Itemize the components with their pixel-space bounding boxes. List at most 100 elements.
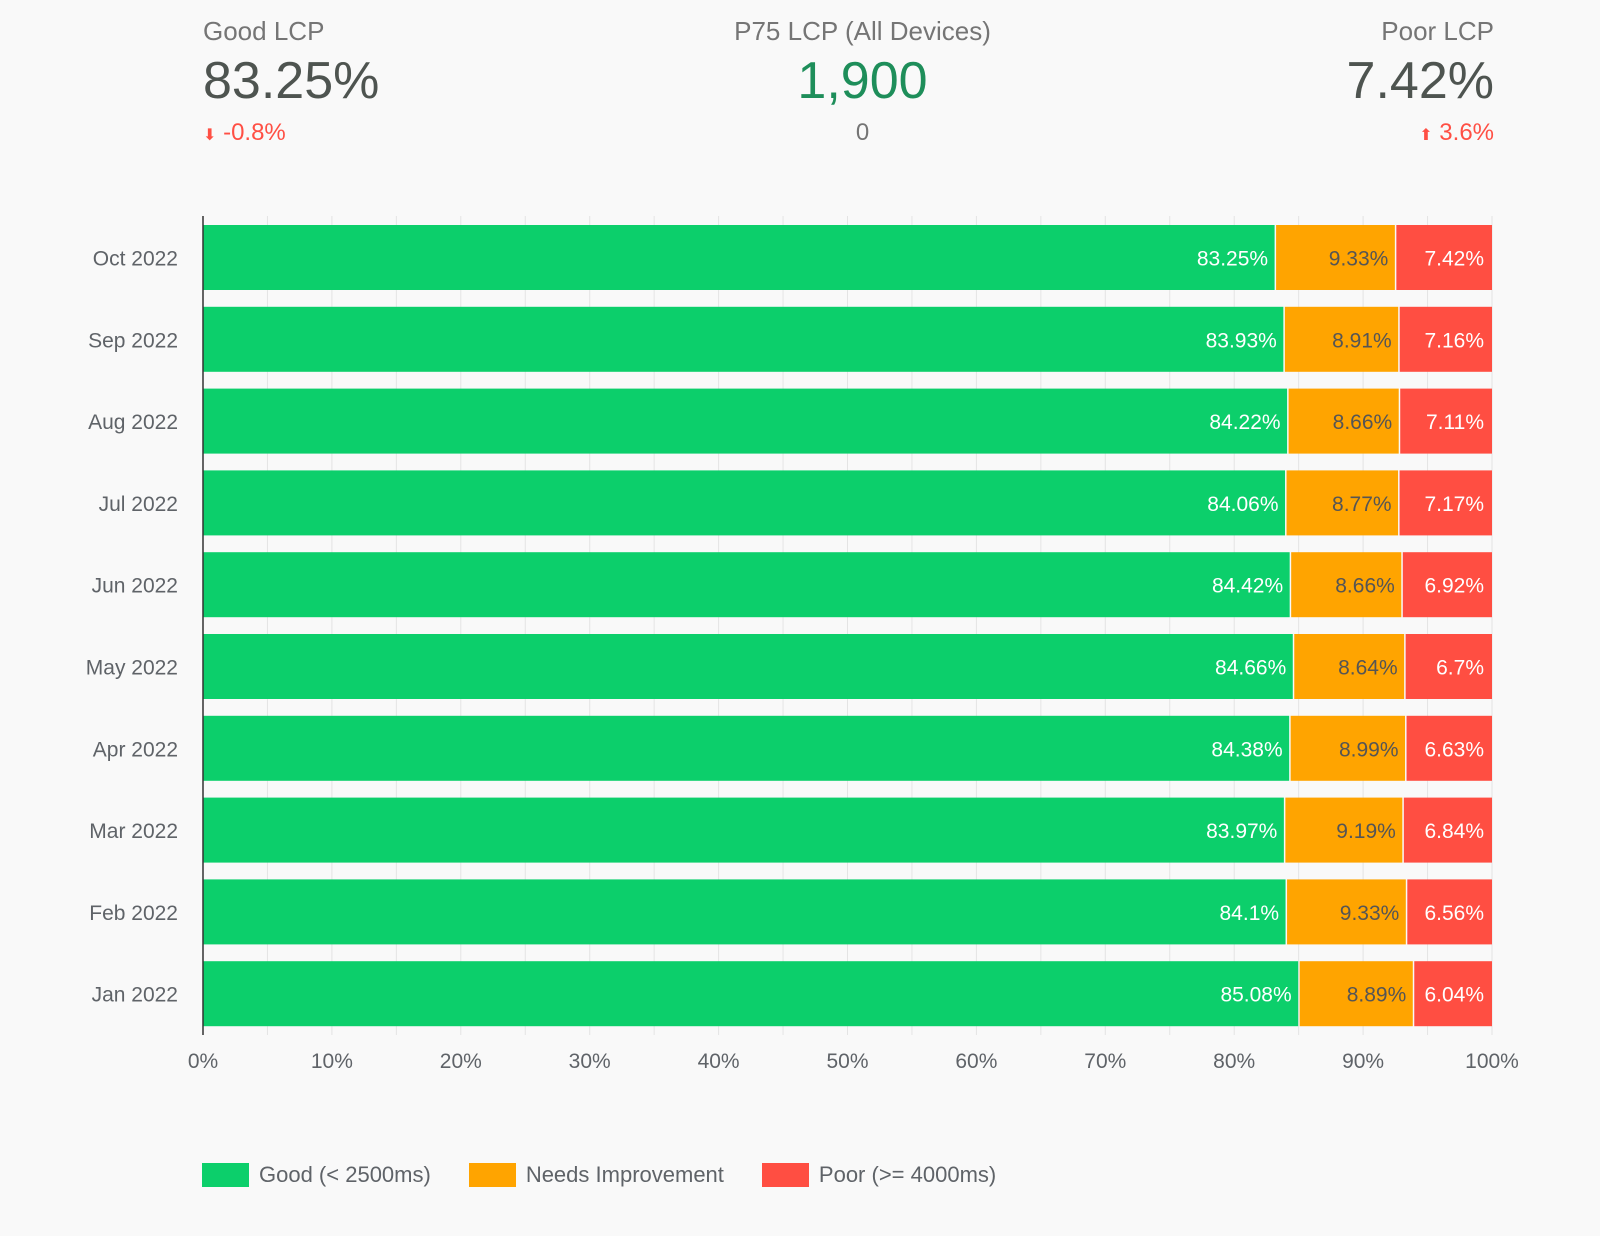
y-tick-label: Mar 2022 — [89, 820, 178, 843]
data-label: 8.77% — [1332, 493, 1392, 516]
data-label: 84.42% — [1212, 575, 1283, 598]
x-tick-label: 90% — [1342, 1050, 1384, 1073]
kpi-title: P75 LCP (All Devices) — [734, 16, 991, 46]
x-tick-label: 100% — [1465, 1050, 1519, 1073]
bar-good — [203, 715, 1290, 781]
data-label: 7.11% — [1426, 411, 1484, 434]
bar-poor — [1399, 470, 1492, 536]
bar-good — [203, 961, 1299, 1027]
legend: Good (< 2500ms) Needs Improvement Poor (… — [202, 1162, 1034, 1188]
bar-needs-improvement — [1276, 225, 1395, 290]
data-label: 6.84% — [1424, 820, 1484, 843]
x-tick-label: 0% — [188, 1050, 218, 1073]
kpi-delta: -0.8% — [223, 119, 286, 146]
legend-label: Needs Improvement — [525, 1162, 724, 1187]
data-label: 84.06% — [1207, 493, 1278, 516]
legend-swatch — [468, 1163, 516, 1187]
bar-needs-improvement — [1284, 306, 1399, 372]
data-label: 7.16% — [1424, 329, 1484, 352]
data-label: 9.19% — [1336, 820, 1396, 843]
x-tick-label: 40% — [698, 1050, 740, 1073]
bar-poor — [1400, 388, 1492, 454]
kpi-poor-lcp: Poor LCP 7.42% ⬆ 3.6% — [1347, 16, 1494, 147]
bar-poor — [1403, 797, 1492, 863]
data-label: 6.63% — [1424, 738, 1484, 761]
legend-item-poor[interactable]: Poor (>= 4000ms) — [761, 1162, 997, 1188]
bar-poor — [1414, 961, 1492, 1027]
y-tick-label: Apr 2022 — [93, 738, 178, 761]
bar-poor — [1406, 715, 1492, 781]
data-label: 6.56% — [1424, 902, 1484, 925]
data-label: 84.22% — [1209, 411, 1280, 434]
y-tick-label: Aug 2022 — [88, 411, 178, 434]
bar-poor — [1396, 225, 1492, 290]
data-label: 6.92% — [1424, 575, 1484, 598]
bar-needs-improvement — [1294, 634, 1405, 699]
data-label: 8.89% — [1347, 984, 1407, 1007]
x-tick-label: 60% — [955, 1050, 997, 1073]
data-label: 8.99% — [1339, 738, 1399, 761]
kpi-value: 7.42% — [1346, 52, 1494, 110]
kpi-title: Poor LCP — [1381, 16, 1494, 46]
data-label: 6.7% — [1436, 657, 1484, 680]
y-tick-label: Jul 2022 — [99, 493, 178, 516]
bar-good — [203, 470, 1286, 536]
bar-good — [203, 306, 1284, 372]
y-tick-label: May 2022 — [86, 657, 178, 680]
y-tick-label: Oct 2022 — [93, 248, 178, 271]
legend-label: Poor (>= 4000ms) — [818, 1162, 997, 1187]
data-label: 83.97% — [1206, 820, 1277, 843]
legend-item-good[interactable]: Good (< 2500ms) — [202, 1162, 431, 1188]
bar-good — [203, 225, 1275, 290]
bar-poor — [1407, 879, 1492, 945]
legend-item-needs-improvement[interactable]: Needs Improvement — [468, 1162, 724, 1188]
bar-needs-improvement — [1290, 715, 1406, 781]
y-tick-label: Sep 2022 — [88, 329, 178, 352]
x-tick-label: 50% — [826, 1050, 868, 1073]
data-label: 83.93% — [1206, 329, 1277, 352]
data-label: 85.08% — [1220, 984, 1291, 1007]
data-label: 9.33% — [1340, 902, 1400, 925]
bar-good — [203, 552, 1290, 618]
y-tick-label: Jan 2022 — [92, 984, 178, 1007]
bar-good — [203, 879, 1286, 945]
kpi-delta: 0 — [855, 119, 870, 146]
legend-swatch — [761, 1163, 809, 1187]
bar-needs-improvement — [1285, 797, 1403, 863]
bar-needs-improvement — [1287, 879, 1406, 945]
legend-label: Good (< 2500ms) — [259, 1162, 431, 1187]
data-label: 8.66% — [1335, 575, 1395, 598]
data-label: 7.42% — [1424, 248, 1484, 271]
legend-swatch — [202, 1163, 249, 1187]
arrow-up-icon: ⬆ — [1419, 127, 1433, 144]
bar-good — [203, 634, 1293, 699]
bar-needs-improvement — [1299, 961, 1413, 1027]
data-label: 8.91% — [1332, 329, 1392, 352]
data-label: 7.17% — [1424, 493, 1484, 516]
data-label: 83.25% — [1197, 248, 1268, 271]
bar-poor — [1402, 552, 1492, 618]
kpi-good-lcp: Good LCP 83.25% ⬇ -0.8% — [203, 16, 379, 147]
y-tick-label: Feb 2022 — [89, 902, 178, 925]
bar-needs-improvement — [1288, 388, 1399, 454]
bar-needs-improvement — [1286, 470, 1399, 536]
x-tick-label: 80% — [1213, 1050, 1255, 1073]
arrow-down-icon: ⬇ — [203, 127, 217, 144]
data-label: 84.1% — [1220, 902, 1280, 925]
data-label: 84.66% — [1215, 657, 1286, 680]
kpi-value: 1,900 — [797, 52, 928, 110]
kpi-title: Good LCP — [203, 16, 325, 46]
kpi-p75-lcp: P75 LCP (All Devices) 1,900 0 — [700, 16, 1025, 147]
x-tick-label: 10% — [311, 1050, 353, 1073]
bar-good — [203, 388, 1288, 454]
data-label: 9.33% — [1329, 248, 1389, 271]
x-tick-label: 70% — [1084, 1050, 1126, 1073]
kpi-delta: 3.6% — [1439, 119, 1494, 146]
stacked-bar-chart: 0% 10% 20% 30% 40% 50% 60% 70% 80% 90% 100% Oct 202… — [86, 216, 1519, 1073]
bar-needs-improvement — [1291, 552, 1402, 618]
data-label: 8.64% — [1338, 657, 1398, 680]
data-label: 84.38% — [1211, 738, 1282, 761]
kpi-value: 83.25% — [203, 52, 380, 110]
x-tick-label: 30% — [569, 1050, 611, 1073]
data-label: 8.66% — [1333, 411, 1393, 434]
